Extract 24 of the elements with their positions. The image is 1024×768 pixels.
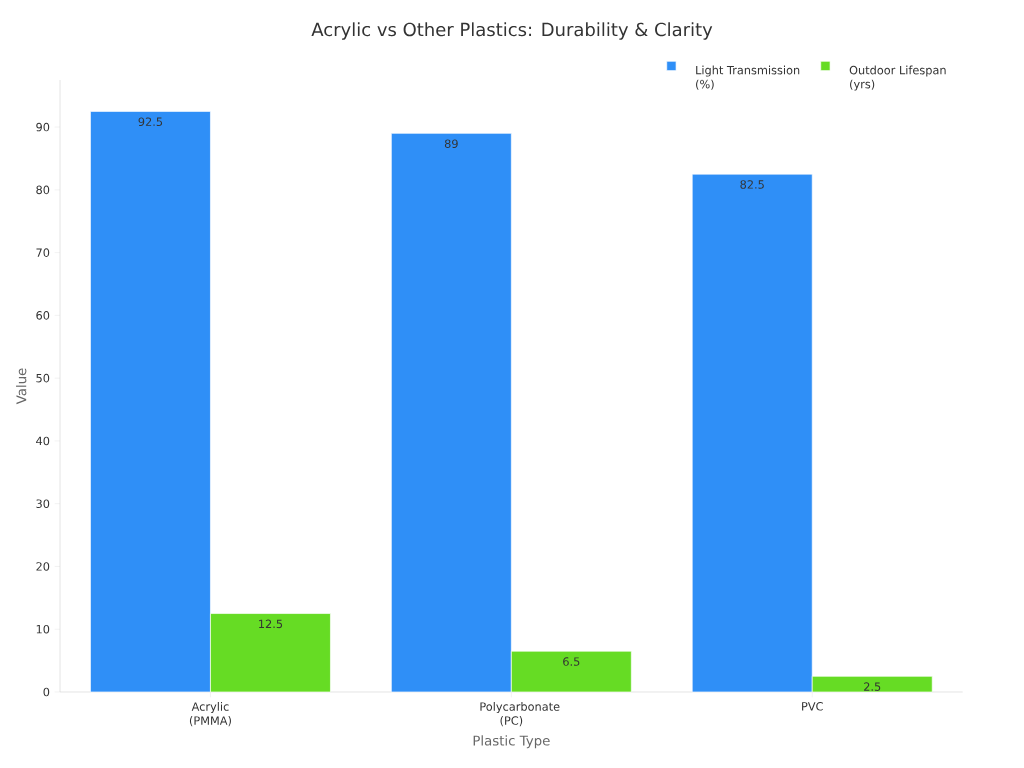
y-tick-label: 30 (36, 499, 50, 508)
x-tick-label: Polycarbonate (PC) (480, 702, 560, 727)
legend-label: Light Transmission (%) (696, 65, 800, 90)
data-label: 89 (444, 139, 458, 148)
data-label: 82.5 (740, 180, 764, 189)
x-axis-title: Plastic Type (473, 735, 550, 749)
data-label: 6.5 (563, 657, 580, 666)
y-tick-label: 0 (43, 687, 50, 697)
legend-label: Outdoor Lifespan (yrs) (849, 65, 946, 91)
y-tick-label: 60 (36, 311, 50, 320)
data-label: 2.5 (864, 682, 881, 691)
y-tick-label: 20 (36, 562, 50, 571)
y-tick-label: 40 (36, 436, 50, 446)
data-label: 92.5 (138, 117, 163, 127)
y-tick-label: 90 (36, 122, 50, 132)
y-tick-label: 70 (36, 248, 50, 257)
x-tick-label: Acrylic (PMMA) (189, 702, 231, 727)
y-axis-title: Value (16, 368, 27, 405)
y-tick-label: 10 (36, 624, 50, 634)
y-tick-label: 80 (36, 185, 50, 195)
x-tick-label: PVC (802, 702, 823, 711)
y-tick-label: 50 (36, 373, 50, 383)
chart-title: Acrylic vs Other Plastics: Durability & Clarity (311, 22, 713, 40)
data-label: 12.5 (259, 619, 283, 629)
